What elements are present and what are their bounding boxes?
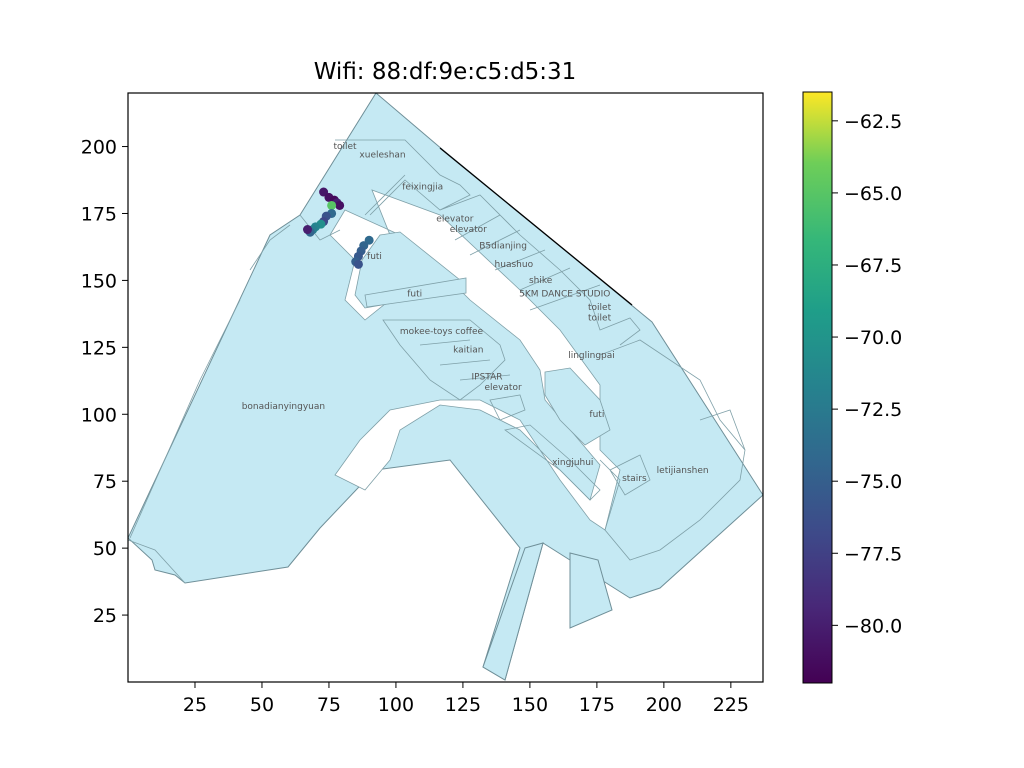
room-label: huashuo [495,260,534,270]
south-pier-right [569,552,613,629]
building-floor [128,93,763,681]
room-label: feixingjia [402,182,443,192]
x-tick-label: 225 [713,694,749,716]
x-tick-label: 75 [317,694,341,716]
x-tick-label: 150 [512,694,548,716]
room-label: B5dianjing [479,241,527,251]
room-label: xingjuhui [552,458,593,468]
room-label: elevator [450,225,487,235]
y-tick-label: 200 [81,137,117,159]
colorbar-tick-label: −70.0 [844,327,902,349]
colorbar-tick-label: −62.5 [844,111,902,133]
colorbar-gradient [802,91,833,684]
signal-point [353,259,363,269]
x-tick-label: 25 [183,694,207,716]
x-tick-label: 175 [579,694,615,716]
room-label: kaitian [453,346,483,356]
y-tick-label: 50 [93,538,117,560]
room-label: letijianshen [657,466,709,476]
room-label: elevator [485,383,522,393]
corridor [329,189,621,531]
room-label: linglingpai [568,351,615,361]
colorbar-tick-label: −65.0 [844,183,902,205]
y-axis: 25 50 75 100 125 150 175 200 [81,137,128,627]
signal-point [327,200,337,210]
room-label: toilet [588,314,612,324]
room-label: futi [367,252,382,262]
room-label: 5KM DANCE STUDIO [519,289,610,299]
y-tick-label: 25 [93,605,117,627]
room-label: futi [407,289,422,299]
room-label: bonadianyingyuan [242,402,325,412]
y-tick-label: 75 [93,471,117,493]
room-label: futi [589,410,604,420]
colorbar-tick-label: −77.5 [844,543,902,565]
colorbar-ticks: −62.5 −65.0 −67.5 −70.0 −72.5 −75.0 −77.5 −80.0 [832,111,902,637]
room-label: xueleshan [359,150,405,160]
chart-title: Wifi: 88:df:9e:c5:d5:31 [314,59,577,85]
room-label: mokee-toys coffee [400,327,484,337]
colorbar-tick-label: −67.5 [844,255,902,277]
signal-point [303,225,313,235]
south-pier-left [482,542,544,681]
y-tick-label: 100 [81,404,117,426]
room-label: elevator [436,215,473,225]
oval-room [544,367,611,446]
futi-block [364,277,467,308]
room-outline [128,139,746,584]
plot-area: toiletxueleshanfeixingjiaelevatorelevato… [81,92,764,716]
plot-frame [127,92,764,683]
x-tick-label: 100 [378,694,414,716]
room-label: shike [529,276,553,286]
colorbar: −62.5 −65.0 −67.5 −70.0 −72.5 −75.0 −77.5 −80.0 [802,91,902,684]
room-label: toilet [333,142,357,152]
x-tick-label: 200 [646,694,682,716]
colorbar-tick-label: −80.0 [844,615,902,637]
y-tick-label: 150 [81,270,117,292]
x-tick-label: 50 [250,694,274,716]
room-label: toilet [588,303,612,313]
signal-points [303,187,374,269]
room-label: stairs [622,474,647,484]
room-labels: toiletxueleshanfeixingjiaelevatorelevato… [242,142,709,484]
boundary-line [439,147,633,306]
x-axis: 25 50 75 100 125 150 175 200 225 [183,682,749,716]
colorbar-tick-label: −75.0 [844,471,902,493]
y-tick-label: 175 [81,203,117,225]
floor-plan: toiletxueleshanfeixingjiaelevatorelevato… [128,93,763,681]
colorbar-tick-label: −72.5 [844,399,902,421]
y-tick-label: 125 [81,337,117,359]
signal-point [335,200,345,210]
x-tick-label: 125 [445,694,481,716]
room-label: IPSTAR [472,372,503,382]
